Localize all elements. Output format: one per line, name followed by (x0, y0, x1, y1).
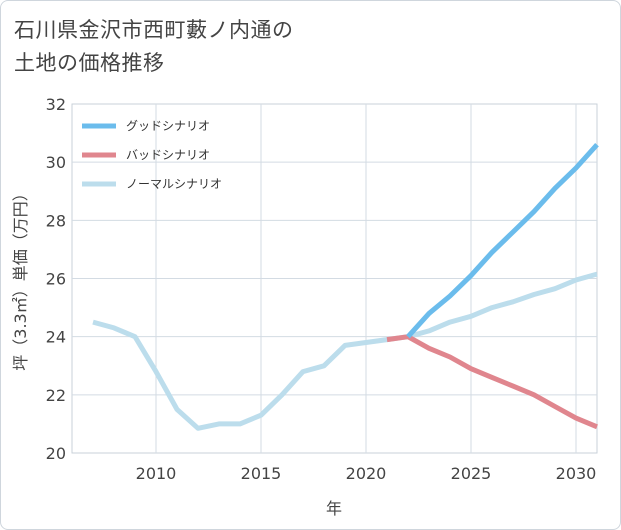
title-line-2: 土地の価格推移 (14, 51, 165, 75)
x-axis-label: 年 (326, 499, 342, 518)
series-line-2 (386, 334, 598, 430)
series-line-1 (406, 143, 599, 339)
series-lines (92, 143, 599, 431)
x-tick-label: 2020 (346, 464, 387, 483)
x-tick-label: 2010 (136, 464, 177, 483)
x-tick-labels: 2010 2015 2020 2025 2030 (136, 464, 597, 483)
y-tick-label: 28 (46, 211, 66, 230)
y-tick-label: 32 (46, 95, 66, 114)
x-tick-label: 2030 (556, 464, 597, 483)
y-tick-label: 22 (46, 386, 66, 405)
y-tick-label: 30 (46, 153, 66, 172)
y-tick-label: 24 (46, 328, 66, 347)
x-tick-label: 2025 (451, 464, 492, 483)
legend-label: バッドシナリオ (126, 148, 210, 162)
x-tick-label: 2015 (241, 464, 282, 483)
legend-label: グッドシナリオ (126, 119, 210, 133)
legend-label: ノーマルシナリオ (126, 177, 222, 191)
y-axis-label: 坪（3.3㎡）単価（万円） (11, 185, 30, 370)
page-title: 石川県金沢市西町藪ノ内通の 土地の価格推移 (14, 14, 434, 80)
title-line-1: 石川県金沢市西町藪ノ内通の (14, 18, 294, 42)
series-line-3 (92, 271, 598, 431)
y-tick-label: 20 (46, 444, 66, 463)
y-tick-label: 26 (46, 270, 66, 289)
y-tick-labels: 20 22 24 26 28 30 32 (46, 95, 66, 463)
